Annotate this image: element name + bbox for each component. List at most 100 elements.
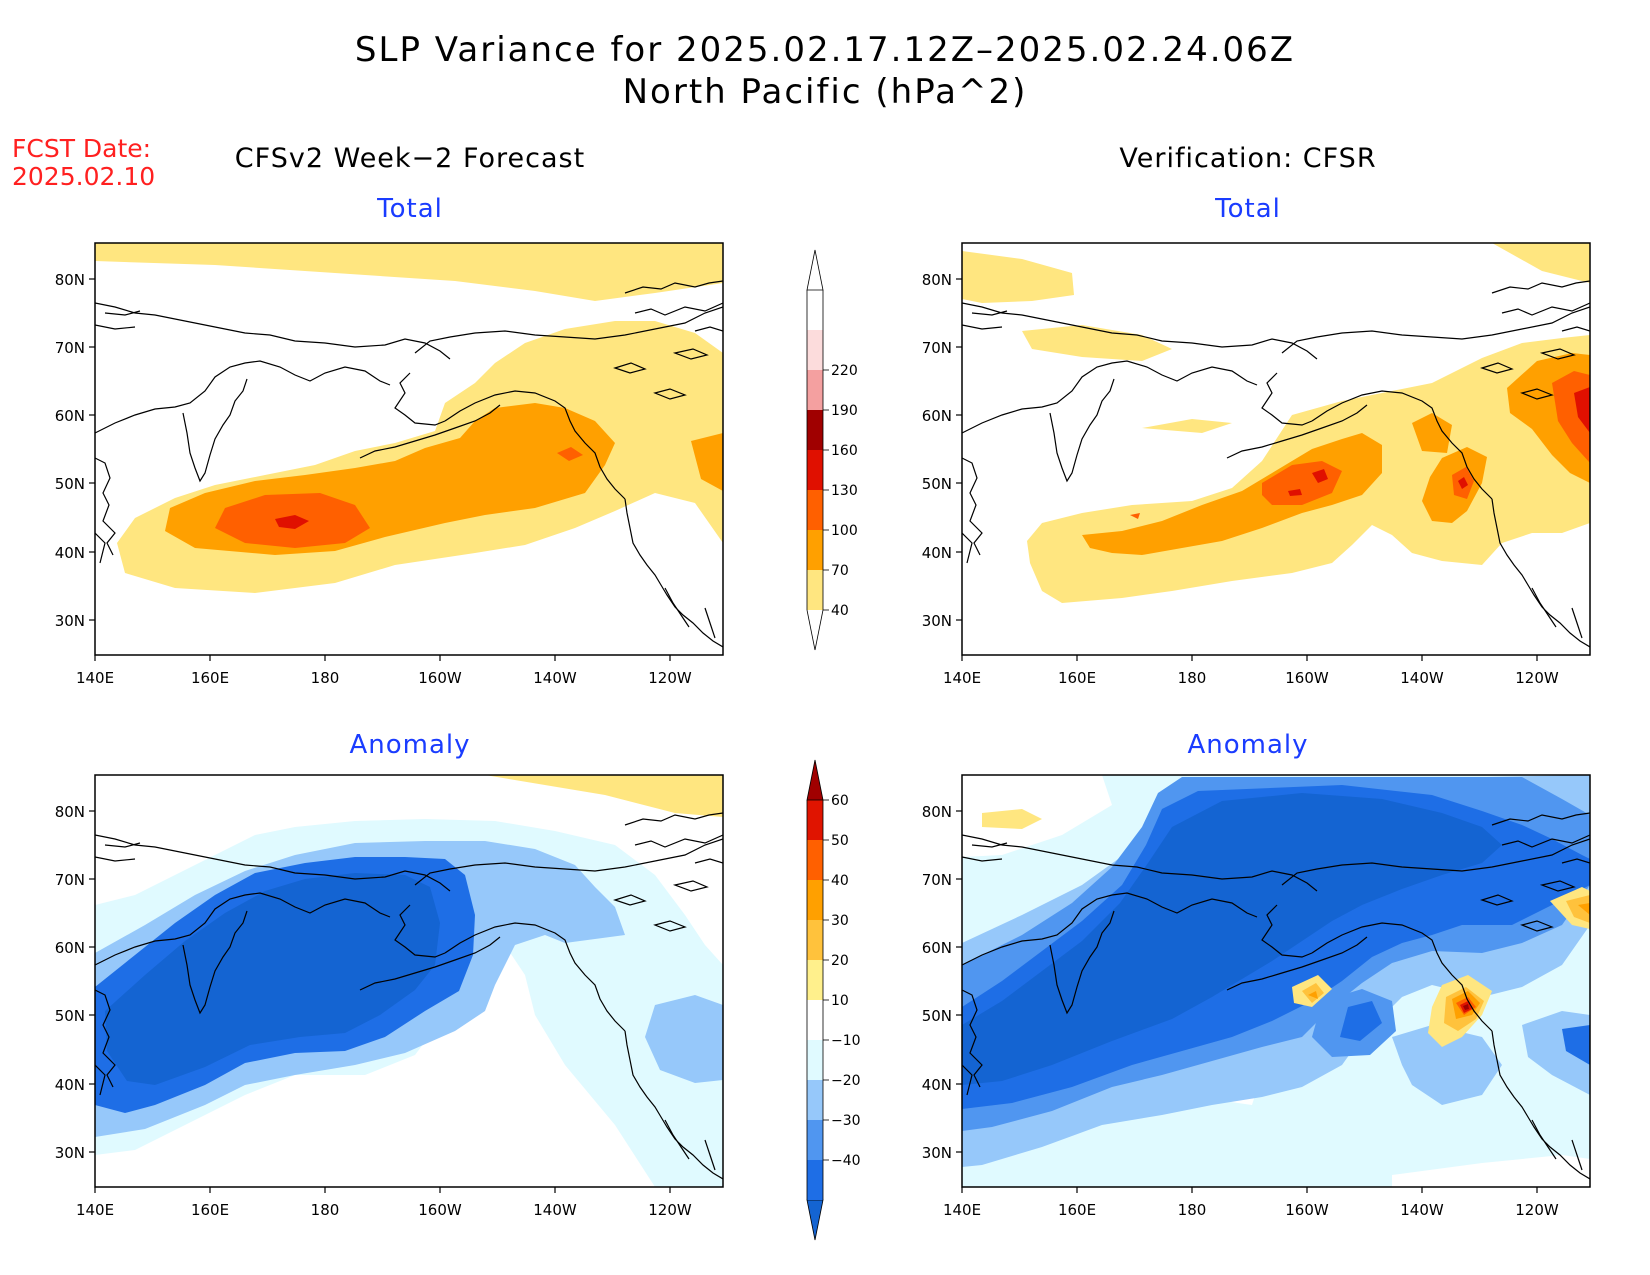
colorbar-box (807, 1000, 823, 1040)
lon-tick-label: 140E (76, 669, 114, 687)
lon-tick-label: 180 (311, 669, 340, 687)
lon-tick-label: 140E (943, 669, 981, 687)
colorbar-box (807, 1160, 823, 1200)
lat-tick-label: 80N (55, 271, 85, 289)
colorbar-total: 40 70 100 130 160 190 220 (806, 249, 858, 651)
colorbar-box (807, 490, 823, 530)
panel-verification-total (961, 242, 1591, 656)
panel-label-verification-anomaly: Anomaly (1187, 730, 1309, 760)
colorbar-label: 70 (831, 563, 849, 579)
colorbar-lower-triangle (806, 1199, 824, 1241)
fcst-date-value: 2025.02.10 (12, 162, 156, 191)
lat-tick-label: 40N (55, 544, 85, 562)
lon-tick-label: 140E (76, 1201, 114, 1219)
colorbar-label: 60 (831, 793, 849, 809)
panel-forecast-total (94, 242, 724, 656)
lat-tick-label: 70N (55, 339, 85, 357)
colorbar-box (807, 570, 823, 610)
lat-tick-label: 60N (922, 407, 952, 425)
main-subtitle: North Pacific (hPa^2) (622, 72, 1028, 112)
colorbar-label: 220 (831, 363, 858, 379)
colorbar-box (807, 370, 823, 410)
colorbar-upper-triangle (806, 759, 824, 801)
panel-forecast-anomaly (94, 774, 724, 1188)
colorbar-box (807, 330, 823, 370)
colorbar-box (807, 1120, 823, 1160)
colorbar-box (807, 800, 823, 840)
lon-tick-label: 120W (1515, 1201, 1559, 1219)
main-title: SLP Variance for 2025.02.17.12Z–2025.02.… (354, 30, 1296, 70)
colorbar-label: −10 (831, 1033, 861, 1049)
lat-tick-label: 80N (922, 803, 952, 821)
map-axes: 140E 160E 180 160W 140W 120W 80N 70N 60N 50N 40N 30… (55, 271, 1559, 1219)
panel-verification-anomaly (961, 774, 1591, 1188)
lat-tick-label: 40N (922, 1076, 952, 1094)
lat-tick-label: 30N (55, 1144, 85, 1162)
lat-tick-label: 50N (55, 475, 85, 493)
lat-tick-label: 80N (55, 803, 85, 821)
lat-tick-label: 50N (55, 1007, 85, 1025)
lon-tick-label: 160E (1058, 669, 1096, 687)
panel-label-verification-total: Total (1215, 194, 1281, 224)
lon-tick-label: 120W (648, 669, 692, 687)
colorbar-box (807, 1040, 823, 1080)
lon-tick-label: 180 (1178, 1201, 1207, 1219)
lon-tick-label: 160E (191, 1201, 229, 1219)
colorbar-label: 160 (831, 443, 858, 459)
colorbar-label: 50 (831, 833, 849, 849)
lon-tick-label: 120W (1515, 669, 1559, 687)
fcst-date-label: FCST Date: (12, 134, 152, 163)
colorbar-label: 130 (831, 483, 858, 499)
lon-tick-label: 140W (1400, 1201, 1444, 1219)
colorbar-label: 40 (831, 873, 849, 889)
colorbar-label: −20 (831, 1073, 861, 1089)
colorbar-anomaly: −40 −30 −20 −10 10 20 30 40 50 60 (806, 759, 861, 1241)
lon-tick-label: 140W (1400, 669, 1444, 687)
lon-tick-label: 140W (533, 1201, 577, 1219)
lat-tick-label: 60N (922, 939, 952, 957)
lon-tick-label: 120W (648, 1201, 692, 1219)
colorbar-upper-triangle (806, 249, 824, 291)
colorbar-box (807, 920, 823, 960)
lon-tick-label: 180 (311, 1201, 340, 1219)
lat-tick-label: 80N (922, 271, 952, 289)
lon-tick-label: 140W (533, 669, 577, 687)
lat-tick-label: 70N (55, 871, 85, 889)
colorbar-label: −40 (831, 1153, 861, 1169)
lat-tick-label: 50N (922, 1007, 952, 1025)
lon-tick-label: 160E (191, 669, 229, 687)
colorbar-lower-triangle (806, 609, 824, 651)
lat-tick-label: 40N (55, 1076, 85, 1094)
colorbar-label: 30 (831, 913, 849, 929)
lat-tick-label: 60N (55, 939, 85, 957)
panel-label-forecast-total: Total (377, 194, 443, 224)
colorbar-label: 100 (831, 523, 858, 539)
lon-tick-label: 160W (1285, 1201, 1329, 1219)
lat-tick-label: 30N (922, 612, 952, 630)
lat-tick-label: 70N (922, 871, 952, 889)
lat-tick-label: 60N (55, 407, 85, 425)
lon-tick-label: 160E (1058, 1201, 1096, 1219)
colorbar-label: 20 (831, 953, 849, 969)
lon-tick-label: 160W (418, 669, 462, 687)
verification-column-title: Verification: CFSR (1119, 143, 1377, 174)
lat-tick-label: 50N (922, 475, 952, 493)
colorbar-label: 190 (831, 403, 858, 419)
lat-tick-label: 40N (922, 544, 952, 562)
lon-tick-label: 160W (418, 1201, 462, 1219)
lat-tick-label: 30N (55, 612, 85, 630)
colorbar-box (807, 530, 823, 570)
colorbar-box (807, 450, 823, 490)
colorbar-box (807, 1080, 823, 1120)
colorbar-label: 40 (831, 603, 849, 619)
colorbar-label: 10 (831, 993, 849, 1009)
colorbar-box (807, 960, 823, 1000)
forecast-column-title: CFSv2 Week−2 Forecast (234, 143, 586, 174)
colorbar-box (807, 410, 823, 450)
colorbar-box (807, 840, 823, 880)
lon-tick-label: 180 (1178, 669, 1207, 687)
colorbar-label: −30 (831, 1113, 861, 1129)
lat-tick-label: 70N (922, 339, 952, 357)
colorbar-box (807, 880, 823, 920)
